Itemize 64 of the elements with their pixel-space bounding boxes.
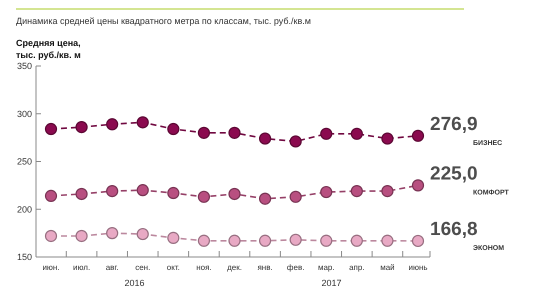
point [350,234,363,247]
point [136,184,149,196]
y-axis-title: Средняя цена, тыс. руб./кв. м [16,38,82,60]
point [228,126,241,139]
point [381,185,394,198]
x-tick-label: янв. [257,263,273,272]
point [258,132,272,145]
x-tick-label: апр. [349,263,365,272]
point [290,135,302,148]
x-tick-label: окт. [166,263,180,272]
point [75,121,88,134]
point [412,179,424,192]
point [350,128,363,140]
point [75,188,88,200]
x-tick-label: авг. [106,263,119,272]
point [136,116,149,128]
x-tick-label: дек. [227,263,242,272]
point [290,234,302,246]
point [290,190,302,203]
point [136,228,149,240]
point [320,234,332,247]
point [106,227,118,240]
point [228,188,241,200]
point [320,128,332,140]
y-tick-label: 250 [16,156,32,166]
point [198,190,210,203]
point [350,185,363,198]
data-label: 225,0 [430,163,478,184]
point [412,234,424,248]
x-tick-label: июнь [408,263,428,272]
point [228,234,241,247]
point [258,192,272,205]
x-tick-label: июн. [42,263,60,272]
x-tick-label: фев. [286,263,304,272]
point [258,234,272,247]
y-tick-label: 150 [16,252,32,262]
point [412,130,424,142]
point [167,232,180,244]
point [167,186,180,200]
point [198,234,210,247]
point [106,185,118,198]
point [320,186,332,198]
point [44,230,58,242]
data-label: 166,8 [430,218,478,240]
point [167,122,180,136]
x-tick-label: сен. [135,263,150,272]
point [75,230,88,242]
point [198,126,210,139]
y-tick-label: 300 [16,108,32,119]
point [381,234,394,247]
point [44,190,58,202]
text: 2016 [124,278,145,288]
data-label: 276,9 [430,114,478,135]
x-tick-label: май [380,263,395,272]
y-tick-label: 200 [16,204,32,214]
x-tick-label: июл. [72,263,90,272]
point [106,118,118,130]
text: 2017 [321,278,342,288]
y-tick-label: 350 [16,61,32,71]
x-tick-label: мар. [318,263,335,272]
chart-title: Динамика средней цены квадратного метра по классам, тыс. руб./кв.м [16,16,311,26]
x-tick-label: ноя. [196,263,212,272]
point [381,132,394,145]
point [44,122,58,136]
